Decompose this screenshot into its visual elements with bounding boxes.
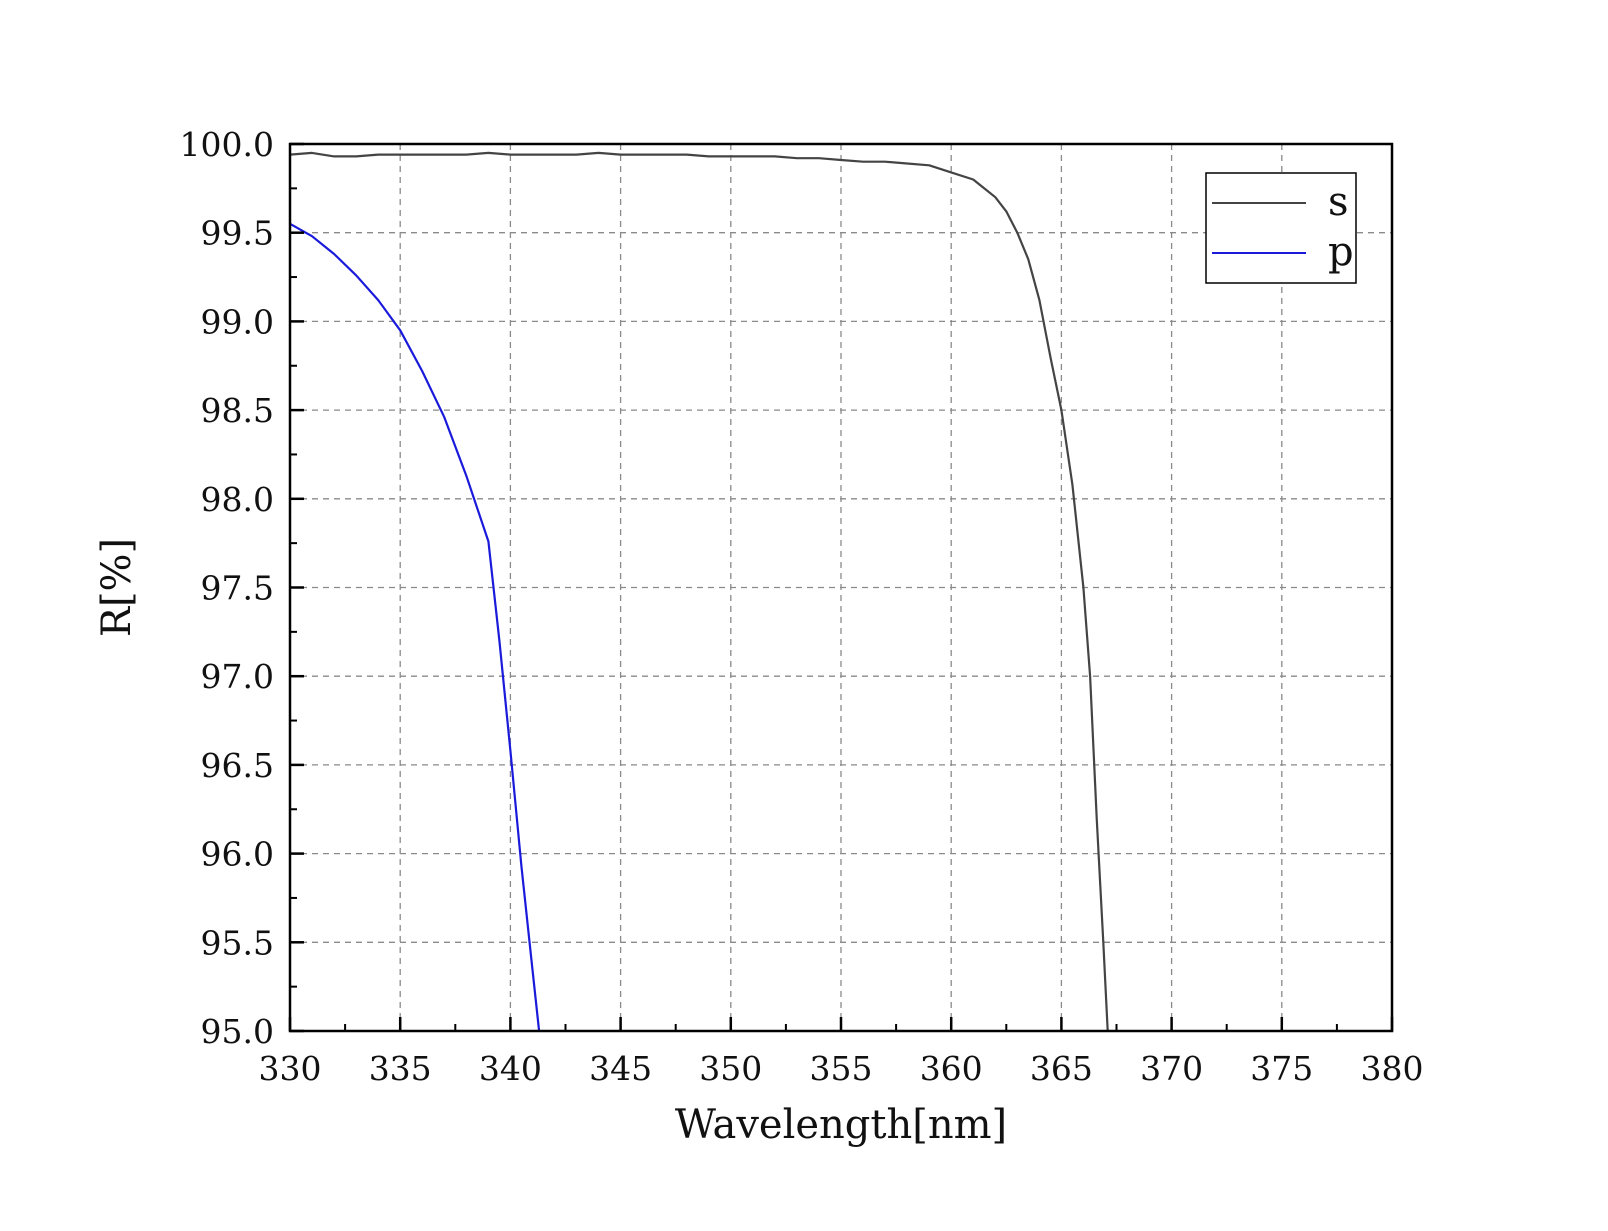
x-tick-label: 375 [1250, 1049, 1313, 1088]
x-tick-label: 330 [259, 1049, 322, 1088]
x-tick-label: 380 [1361, 1049, 1424, 1088]
y-tick-label: 96.0 [201, 835, 274, 874]
legend-label-s: s [1328, 179, 1349, 225]
y-tick-label: 97.0 [201, 657, 274, 696]
x-axis-title: Wavelength[nm] [675, 1102, 1007, 1148]
x-tick-label: 350 [699, 1049, 762, 1088]
legend: s p [1206, 173, 1356, 283]
y-axis-title: R[%] [94, 538, 140, 637]
legend-label-p: p [1328, 229, 1354, 275]
x-tick-label: 370 [1140, 1049, 1203, 1088]
y-tick-label: 98.0 [201, 480, 274, 519]
y-tick-label: 96.5 [201, 746, 274, 785]
x-tick-label: 365 [1030, 1049, 1093, 1088]
x-tick-label: 340 [479, 1049, 542, 1088]
y-tick-label: 98.5 [201, 391, 274, 430]
x-tick-label: 355 [810, 1049, 873, 1088]
y-tick-label: 95.5 [201, 923, 274, 962]
y-tick-label: 100.0 [180, 125, 274, 164]
y-tick-label: 99.5 [201, 214, 274, 253]
y-tick-label: 95.0 [201, 1012, 274, 1051]
x-tick-label: 360 [920, 1049, 983, 1088]
y-tick-label: 97.5 [201, 569, 274, 608]
y-tick-label: 99.0 [201, 302, 274, 341]
x-tick-label: 345 [589, 1049, 652, 1088]
x-tick-label: 335 [369, 1049, 432, 1088]
